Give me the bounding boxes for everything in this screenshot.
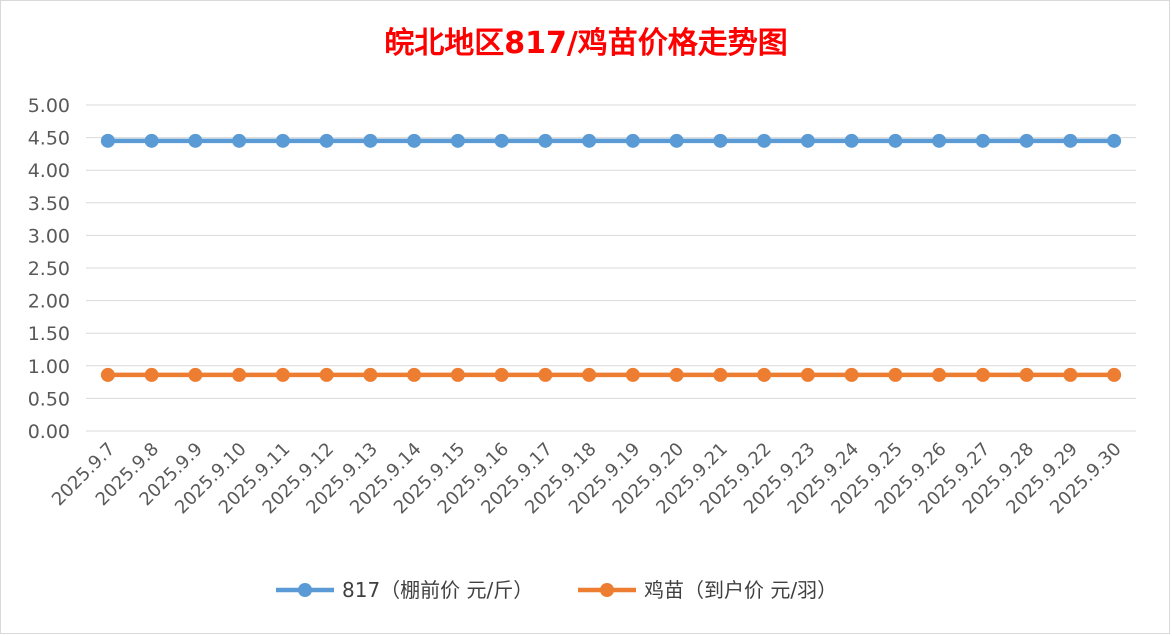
series-0-point [188, 133, 203, 148]
series-1-point [975, 367, 990, 382]
y-tick-label: 4.50 [28, 128, 70, 150]
series-0-point [450, 133, 465, 148]
y-tick-label: 3.00 [28, 225, 70, 247]
series-1-point [319, 367, 334, 382]
series-0-point [932, 133, 947, 148]
y-tick-label: 1.00 [28, 356, 70, 378]
series-1-point [713, 367, 728, 382]
series-0-point [757, 133, 772, 148]
series-1-point [275, 367, 290, 382]
series-1-point [538, 367, 553, 382]
y-tick-label: 0.00 [28, 421, 70, 443]
legend-marker-0 [298, 583, 312, 597]
series-0-point [975, 133, 990, 148]
series-1-point [363, 367, 378, 382]
series-1-point [800, 367, 815, 382]
legend-marker-1 [600, 583, 614, 597]
series-1-point [888, 367, 903, 382]
series-0-point [100, 133, 115, 148]
series-0-point [1107, 133, 1122, 148]
series-0-point [888, 133, 903, 148]
series-1-point [1063, 367, 1078, 382]
series-1-point [144, 367, 159, 382]
series-0-point [844, 133, 859, 148]
y-tick-label: 4.00 [28, 160, 70, 182]
series-1-point [757, 367, 772, 382]
grid-lines [86, 104, 1136, 432]
y-tick-label: 3.50 [28, 193, 70, 215]
series-1-point [844, 367, 859, 382]
series-1-point [100, 367, 115, 382]
series-lines [100, 133, 1122, 382]
series-0-point [1019, 133, 1034, 148]
legend-label-0: 817（棚前价 元/斤） [342, 578, 533, 602]
series-1-point [232, 367, 247, 382]
series-1-point [932, 367, 947, 382]
series-0-point [407, 133, 422, 148]
series-0-point [800, 133, 815, 148]
series-0-point [582, 133, 597, 148]
series-0-point [232, 133, 247, 148]
series-0-point [625, 133, 640, 148]
series-0-point [275, 133, 290, 148]
series-0-point [1063, 133, 1078, 148]
series-1-point [582, 367, 597, 382]
series-1-point [494, 367, 509, 382]
series-0-point [713, 133, 728, 148]
series-0-point [363, 133, 378, 148]
y-tick-label: 2.00 [28, 291, 70, 313]
y-tick-label: 5.00 [28, 95, 70, 117]
series-1-point [625, 367, 640, 382]
y-tick-label: 1.50 [28, 323, 70, 345]
chart-title: 皖北地区817/鸡苗价格走势图 [384, 26, 788, 61]
series-1-point [1107, 367, 1122, 382]
y-tick-label: 2.50 [28, 258, 70, 280]
series-1-point [188, 367, 203, 382]
legend: 817（棚前价 元/斤） 鸡苗（到户价 元/羽） [276, 578, 837, 602]
series-0-point [144, 133, 159, 148]
series-1-point [669, 367, 684, 382]
y-axis-ticks: 0.00 0.50 1.00 1.50 2.00 2.50 3.00 3.50 4.00 4.50… [28, 95, 70, 443]
y-tick-label: 0.50 [28, 388, 70, 410]
x-axis-ticks: 2025.9.72025.9.82025.9.92025.9.102025.9.… [48, 439, 1126, 519]
series-0-point [669, 133, 684, 148]
series-1-point [407, 367, 422, 382]
series-0-point [319, 133, 334, 148]
legend-label-1: 鸡苗（到户价 元/羽） [644, 578, 837, 602]
series-0-point [494, 133, 509, 148]
series-1-point [450, 367, 465, 382]
series-0-point [538, 133, 553, 148]
series-1-point [1019, 367, 1034, 382]
